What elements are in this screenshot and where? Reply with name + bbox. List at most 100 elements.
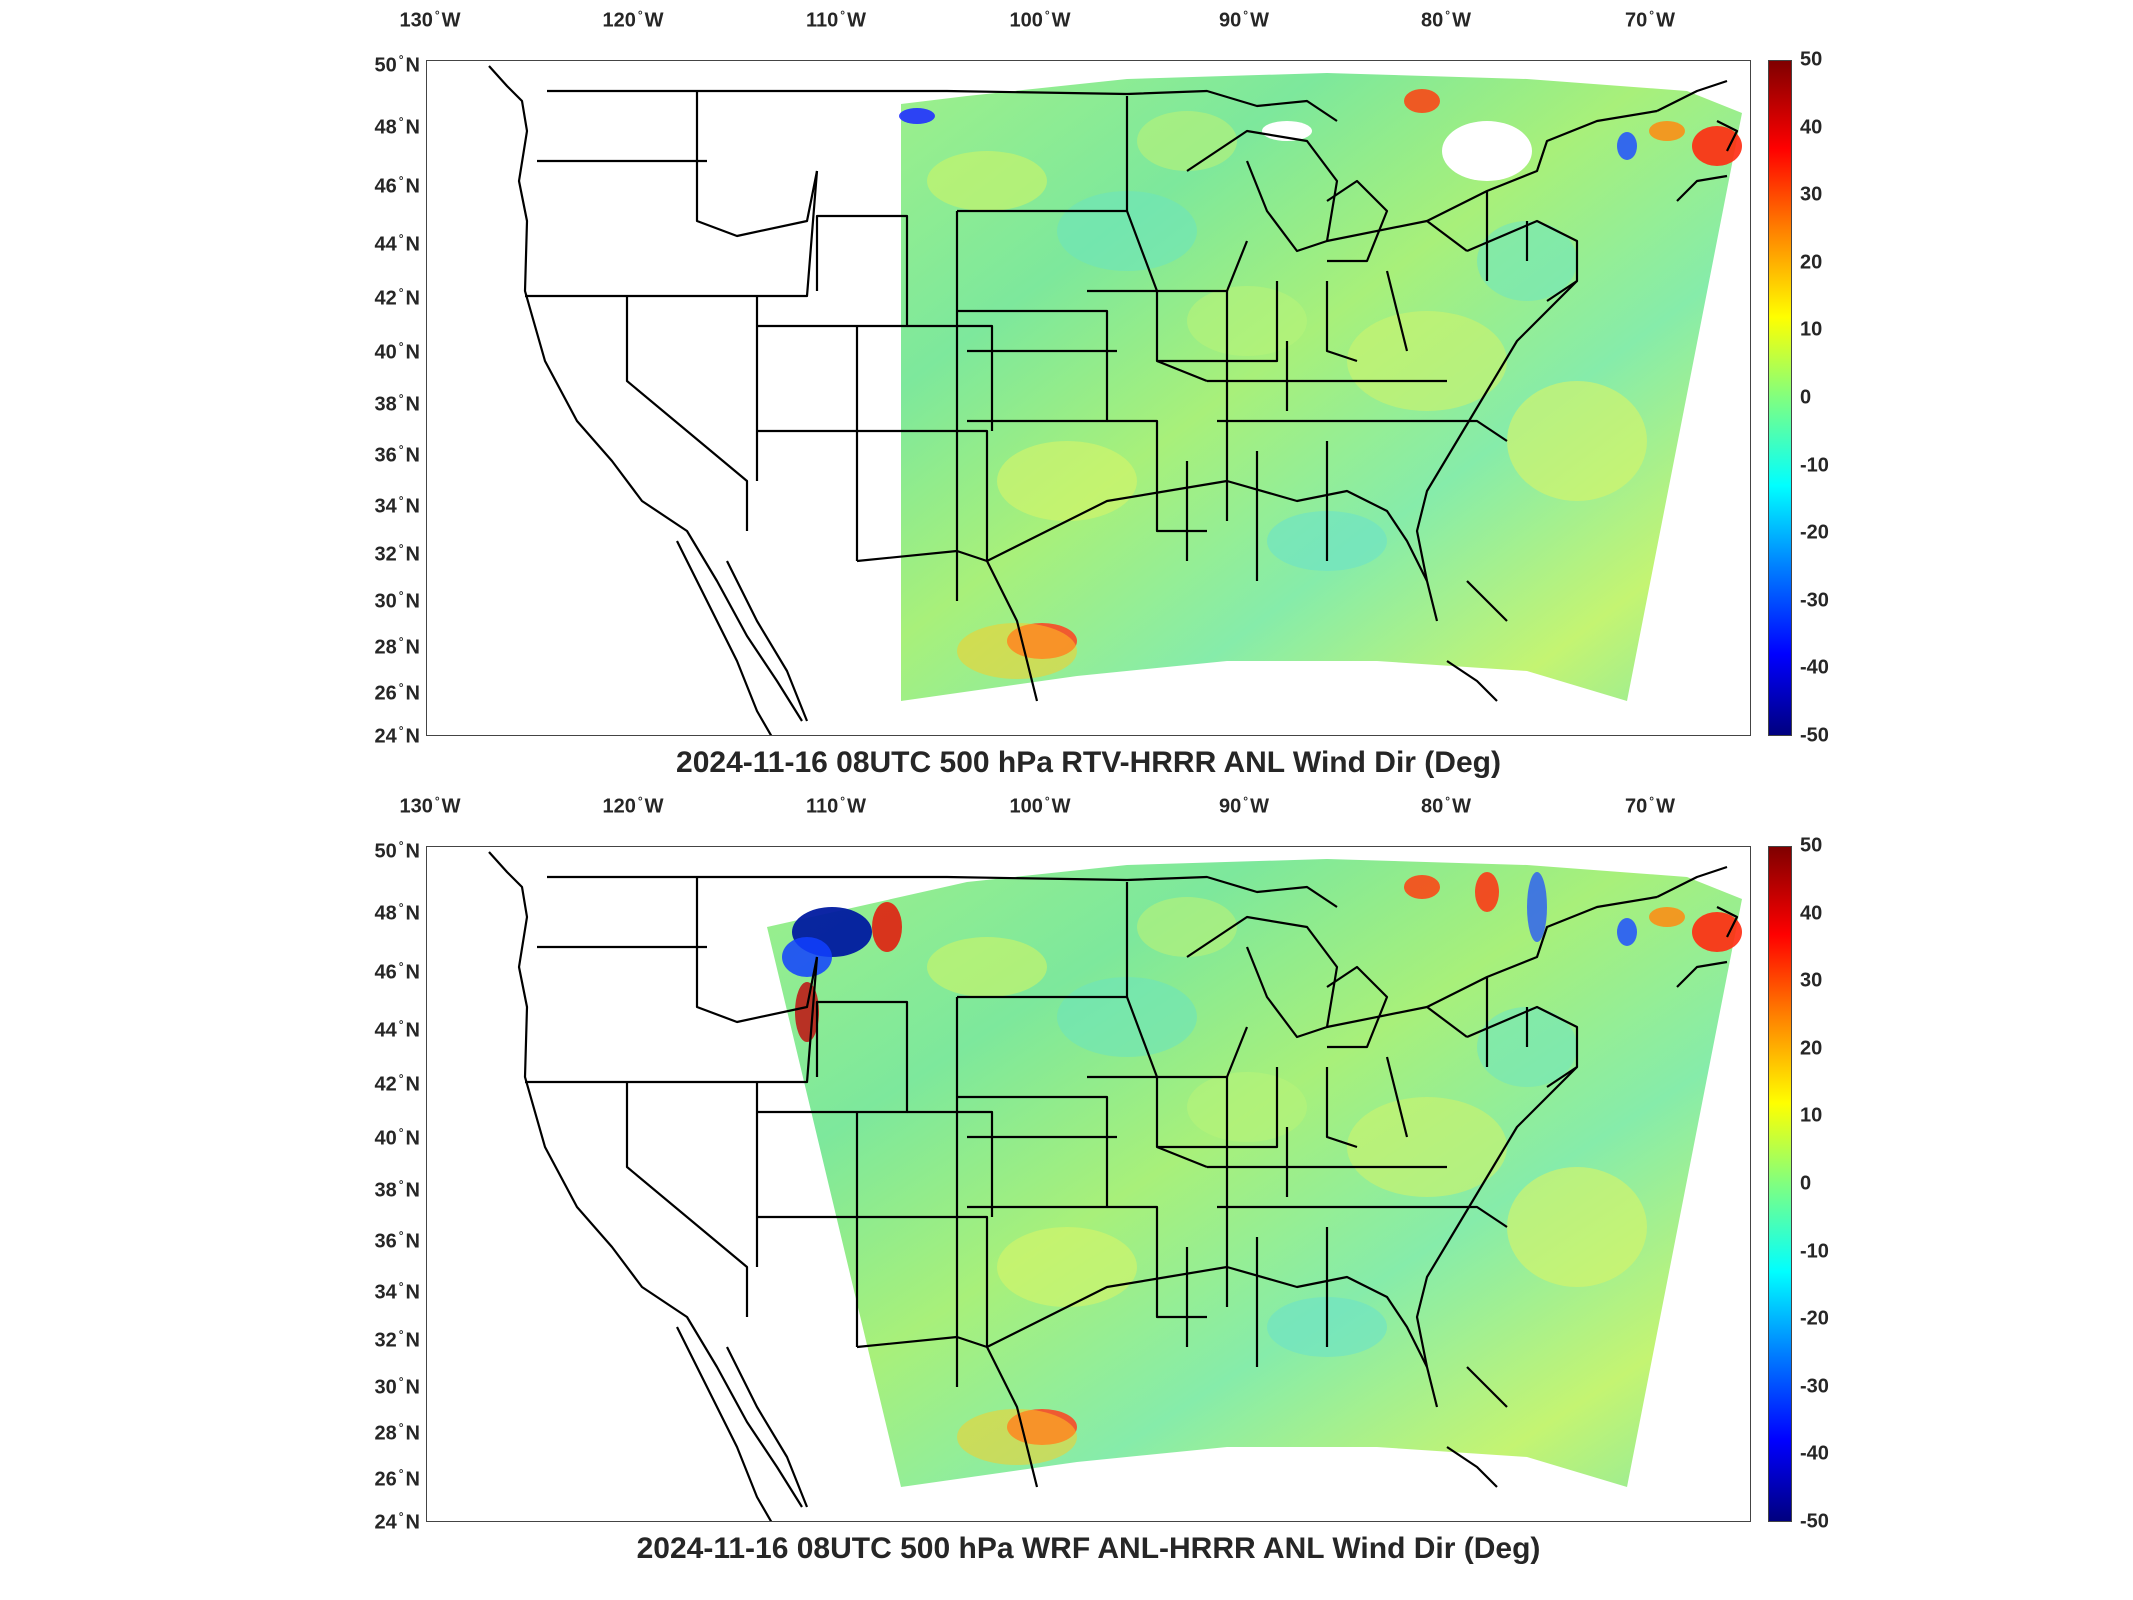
colorbar [1768,60,1792,736]
boundary-line [1326,965,1389,1049]
boundary-line [1716,906,1739,938]
boundary-line [547,89,1128,96]
boundary-line [547,875,1128,882]
boundary-line [1446,1446,1498,1488]
longitude-label: 70 ° W [1625,8,1675,32]
longitude-label: 110 ° W [806,8,866,32]
latitude-label: 30 ° N [374,1374,420,1399]
boundary-line [1656,79,1728,112]
latitude-label: 34 ° N [374,493,420,518]
boundary-line [1217,419,1508,442]
field-patch [997,441,1137,521]
longitude-label: 120 ° W [602,8,664,32]
boundary-line [1426,895,1658,1008]
anomaly-warm [1475,872,1499,912]
boundary-line [1126,875,1338,908]
boundary-line [1415,280,1578,622]
field-patch [1137,111,1237,171]
colorbar-tick-label: -10 [1800,1240,1829,1263]
latitude-label: 46 ° N [374,173,420,198]
colorbar-tick-label: 10 [1800,1104,1823,1127]
boundary-line [1446,660,1498,702]
longitude-label: 70 ° W [1625,794,1675,818]
longitude-label: 120 ° W [602,794,664,818]
boundary-line [1157,281,1279,363]
boundary-line [1426,109,1658,222]
boundary-line [1656,865,1728,898]
anomaly-warm [795,982,819,1042]
anomaly-warm [1404,89,1440,113]
boundary-line [1676,174,1728,202]
latitude-label: 36 ° N [374,1228,420,1253]
boundary-line [726,560,809,722]
colorbar-tick-label: 40 [1800,902,1823,925]
longitude-label: 130 ° W [399,794,461,818]
field-patch [1347,1097,1507,1197]
boundary-line [525,170,819,298]
longitude-label: 80 ° W [1421,8,1471,32]
boundary-line [986,1346,1039,1488]
latitude-label: 44 ° N [374,1017,420,1042]
field-patch [927,937,1047,997]
boundary-line [1125,210,1208,383]
anomaly-warm [1404,875,1440,899]
boundary-line [625,1082,749,1317]
latitude-label: 50 ° N [374,838,420,863]
colorbar-tick-label: 20 [1800,1037,1823,1060]
field-patch [997,1227,1137,1307]
boundary-line [1217,1205,1508,1228]
boundary-line [757,1215,989,1347]
boundary-line [1326,179,1389,263]
boundary-line [1466,1366,1508,1408]
boundary-line [1466,580,1508,622]
latitude-label: 40 ° N [374,1125,420,1150]
boundary-line [1385,1056,1409,1138]
longitude-label: 110 ° W [806,794,866,818]
colorbar-tick-label: 20 [1800,251,1823,274]
field-patch [1187,1072,1307,1142]
latitude-label: 24 ° N [374,1509,420,1534]
boundary-line [957,309,1109,423]
boundary-line [1126,89,1338,122]
boundary-line [676,1326,773,1521]
field-patch [1507,381,1647,501]
map-svg [488,851,1742,1521]
anomaly-cold [782,937,832,977]
boundary-line [1716,120,1739,152]
colorbar-tick-label: 50 [1800,834,1823,857]
latitude-label: 38 ° N [374,391,420,416]
boundary-line [986,479,1428,582]
boundary-line [525,956,819,1084]
anomaly-cold [899,108,935,124]
boundary-line [488,65,803,722]
latitude-label: 30 ° N [374,588,420,613]
boundary-line [1385,270,1409,352]
anomaly-warm [1649,907,1685,927]
boundary-line [957,1095,1109,1209]
boundary-line [726,1346,809,1508]
boundary-line [1186,129,1339,253]
boundary-line [1325,1067,1358,1149]
field-patch [1507,1167,1647,1287]
anomaly-cold [1617,132,1637,160]
colorbar-tick-label: 10 [1800,318,1823,341]
longitude-label: 130 ° W [399,8,461,32]
anomaly-warm [1649,121,1685,141]
latitude-label: 34 ° N [374,1279,420,1304]
boundary-line [625,296,749,531]
latitude-label: 24 ° N [374,723,420,748]
boundary-line [1125,996,1208,1169]
map-panel-rtv: 130 ° W 120 ° W 110 ° W 100 ° W 90 ° W 80 ° W 70 ° W 50 ° N 48 °… [374,8,1829,779]
boundary-line [757,214,909,328]
boundary-line [1466,219,1579,302]
anomaly-warm [957,1409,1077,1465]
latitude-label: 40 ° N [374,339,420,364]
colorbar-tick-label: -50 [1800,724,1829,747]
boundary-line [1157,1067,1279,1149]
field-patch [1347,311,1507,411]
longitude-label: 90 ° W [1219,8,1269,32]
boundary-line [488,851,803,1508]
latitude-label: 36 ° N [374,442,420,467]
latitude-label: 38 ° N [374,1177,420,1202]
colorbar-tick-label: 0 [1800,1172,1812,1195]
